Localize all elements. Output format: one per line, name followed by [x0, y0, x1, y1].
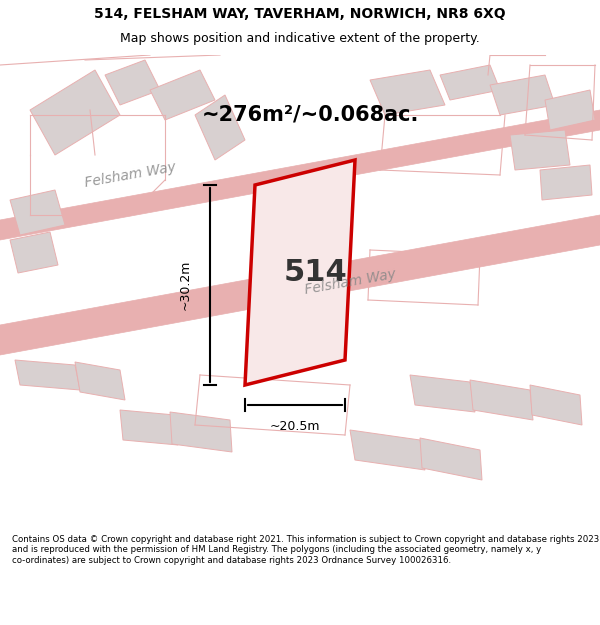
Text: Felsham Way: Felsham Way [303, 267, 397, 297]
Polygon shape [245, 160, 355, 385]
Polygon shape [0, 215, 600, 355]
Polygon shape [170, 412, 232, 452]
Polygon shape [10, 232, 58, 273]
Polygon shape [370, 70, 445, 115]
Polygon shape [10, 190, 65, 235]
Polygon shape [120, 410, 178, 445]
Text: 514: 514 [283, 258, 347, 287]
Polygon shape [510, 130, 570, 170]
Polygon shape [530, 385, 582, 425]
Polygon shape [30, 70, 120, 155]
Polygon shape [440, 65, 500, 100]
Polygon shape [410, 375, 475, 412]
Text: ~276m²/~0.068ac.: ~276m²/~0.068ac. [202, 105, 419, 125]
Polygon shape [195, 95, 245, 160]
Polygon shape [540, 165, 592, 200]
Text: Map shows position and indicative extent of the property.: Map shows position and indicative extent… [120, 32, 480, 45]
Polygon shape [420, 438, 482, 480]
Text: Contains OS data © Crown copyright and database right 2021. This information is : Contains OS data © Crown copyright and d… [12, 535, 599, 564]
Polygon shape [105, 60, 160, 105]
Polygon shape [350, 430, 425, 470]
Polygon shape [0, 110, 600, 240]
Polygon shape [490, 75, 555, 115]
Text: ~20.5m: ~20.5m [270, 420, 320, 433]
Text: 514, FELSHAM WAY, TAVERHAM, NORWICH, NR8 6XQ: 514, FELSHAM WAY, TAVERHAM, NORWICH, NR8… [94, 7, 506, 21]
Polygon shape [470, 380, 533, 420]
Polygon shape [75, 362, 125, 400]
Polygon shape [150, 70, 215, 120]
Polygon shape [15, 360, 80, 390]
Polygon shape [545, 90, 595, 130]
Text: Felsham Way: Felsham Way [83, 160, 177, 190]
Text: ~30.2m: ~30.2m [179, 260, 192, 310]
